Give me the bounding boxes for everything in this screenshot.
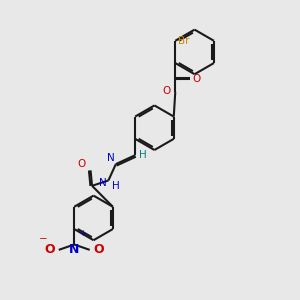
Text: O: O [45, 243, 55, 256]
Text: O: O [192, 74, 200, 84]
Text: N: N [106, 153, 114, 163]
Text: −: − [39, 234, 47, 244]
Text: Br: Br [178, 36, 190, 46]
Text: +: + [79, 229, 86, 238]
Text: N: N [69, 243, 80, 256]
Text: O: O [163, 86, 171, 96]
Text: H: H [139, 150, 146, 160]
Text: O: O [78, 159, 86, 169]
Text: N: N [99, 178, 107, 188]
Text: H: H [112, 181, 120, 191]
Text: O: O [93, 243, 104, 256]
